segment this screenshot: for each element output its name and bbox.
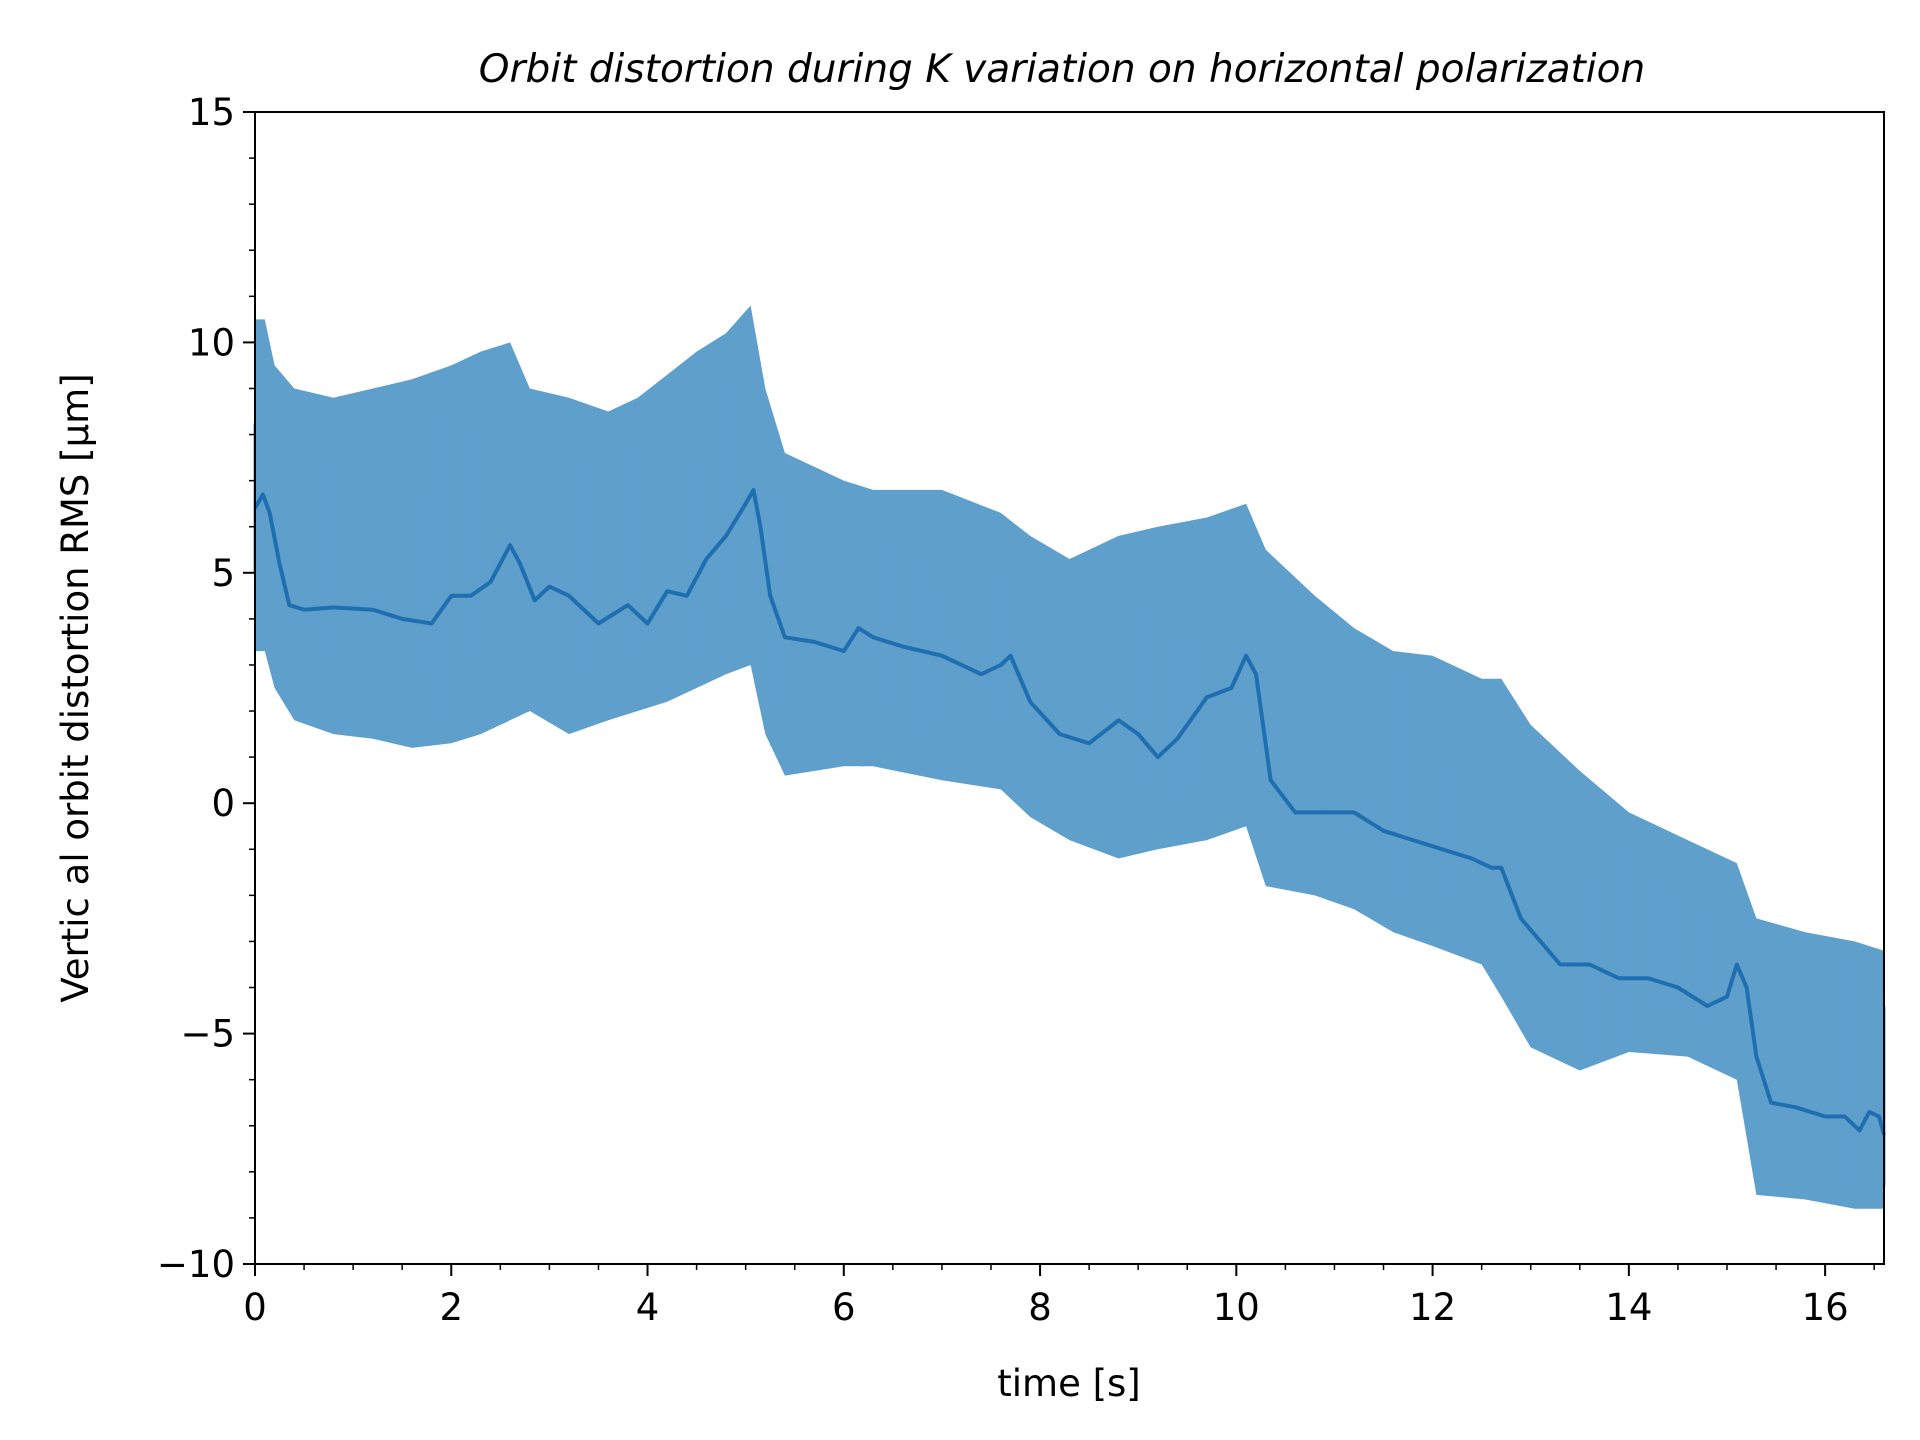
x-tick-label: 16: [1802, 1286, 1849, 1329]
plot-frame: [254, 111, 1885, 1265]
y-tick-label: −10: [157, 1243, 235, 1286]
y-tick-label: 0: [211, 782, 235, 825]
y-axis-label: Vertic al orbit distortion RMS [μm]: [54, 373, 97, 1002]
x-tick-label: 8: [1028, 1286, 1052, 1329]
y-axis: −10 −5 0 5 10 15: [157, 91, 255, 1286]
plot-area: [253, 305, 1886, 1209]
smoothed-series-line: [253, 487, 1886, 1136]
x-tick-label: 10: [1213, 1286, 1260, 1329]
raw-signal-spikes: [253, 327, 1886, 1204]
x-tick-label: 14: [1605, 1286, 1652, 1329]
x-tick-label: 12: [1409, 1286, 1456, 1329]
x-tick-label: 0: [243, 1286, 267, 1329]
x-tick-label: 4: [636, 1286, 660, 1329]
x-tick-label: 2: [439, 1286, 463, 1329]
y-tick-label: 15: [188, 91, 235, 134]
x-axis: 0 2 4 6 8 10 12 14 16: [243, 1264, 1875, 1329]
chart-title: Orbit distortion during K variation on h…: [479, 47, 1645, 92]
y-tick-label: −5: [180, 1013, 235, 1056]
x-axis-label: time [s]: [997, 1362, 1141, 1405]
x-tick-label: 6: [832, 1286, 856, 1329]
y-tick-label: 5: [211, 552, 235, 595]
y-tick-label: 10: [188, 321, 235, 364]
